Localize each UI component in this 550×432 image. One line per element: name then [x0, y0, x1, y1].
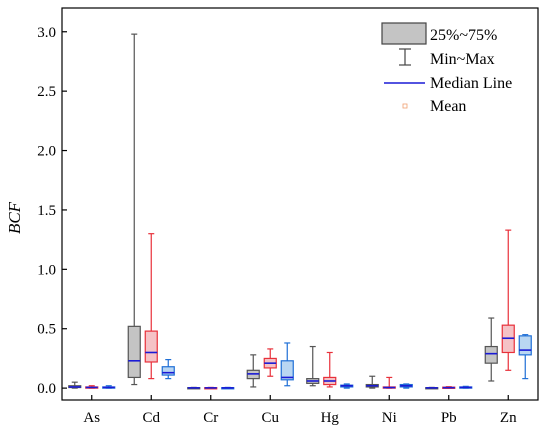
- legend-label-median: Median Line: [430, 75, 512, 92]
- y-tick-label: 1.5: [37, 203, 56, 219]
- box-hg-1: [306, 345, 320, 387]
- box-iqr: [161, 366, 175, 376]
- x-tick-label: Zn: [500, 410, 517, 426]
- box-cu-1: [246, 354, 260, 388]
- box-cd-1: [127, 33, 141, 386]
- box-ni-3: [399, 383, 413, 389]
- box-cd-2: [144, 233, 158, 380]
- y-tick-label: 2.5: [37, 84, 56, 100]
- box-pb-3: [459, 385, 473, 389]
- x-tick-label: Cr: [203, 410, 218, 426]
- box-iqr: [484, 345, 498, 364]
- box-iqr: [144, 330, 158, 363]
- x-tick-label: Hg: [321, 410, 340, 426]
- x-tick-label: Pb: [441, 410, 457, 426]
- y-tick-label: 0.0: [37, 381, 56, 397]
- box-zn-3: [518, 334, 532, 380]
- legend-mean-marker: [402, 103, 408, 109]
- x-tick-label: Cd: [142, 410, 160, 426]
- y-tick-label: 2.0: [37, 144, 56, 160]
- box-cr-3: [221, 386, 235, 390]
- box-zn-1: [484, 317, 498, 382]
- box-as-3: [102, 385, 116, 389]
- legend-box-swatch: [381, 22, 427, 45]
- box-pb-1: [425, 386, 439, 390]
- box-pb-2: [442, 386, 456, 389]
- box-ni-2: [382, 376, 396, 389]
- box-cr-2: [204, 386, 218, 390]
- x-tick-label: Ni: [382, 410, 397, 426]
- box-cr-1: [187, 386, 201, 390]
- box-cu-3: [280, 342, 294, 387]
- y-axis-ticks: 0.0 0.5 1.0 1.5 2.0 2.5 3.0: [37, 25, 67, 397]
- box-zn-2: [501, 229, 515, 371]
- y-tick-label: 0.5: [37, 322, 56, 338]
- box-cu-2: [263, 348, 277, 377]
- box-as-1: [68, 381, 82, 389]
- x-tick-label: As: [83, 410, 100, 426]
- y-axis-title: BCF: [5, 201, 24, 234]
- legend-whisker-icon: [399, 48, 411, 66]
- box-cd-3: [161, 359, 175, 380]
- box-ni-1: [365, 375, 379, 389]
- box-hg-3: [340, 383, 354, 389]
- x-axis-ticks: As Cd Cr Cu Hg Ni Pb Zn: [83, 395, 517, 426]
- y-tick-label: 3.0: [37, 25, 56, 41]
- box-iqr: [280, 360, 294, 381]
- legend-label-iqr: 25%~75%: [430, 27, 497, 44]
- box-hg-2: [323, 351, 337, 388]
- legend-label-mean: Mean: [430, 98, 466, 115]
- y-tick-label: 1.0: [37, 262, 56, 278]
- legend: 25%~75% Min~Max Median Line Mean: [381, 22, 512, 115]
- box-series: [68, 33, 532, 390]
- plot-frame: [61, 7, 539, 401]
- box-iqr: [127, 325, 141, 379]
- box-as-2: [85, 385, 99, 389]
- legend-label-range: Min~Max: [430, 51, 495, 68]
- x-tick-label: Cu: [261, 410, 279, 426]
- box-iqr: [518, 335, 532, 356]
